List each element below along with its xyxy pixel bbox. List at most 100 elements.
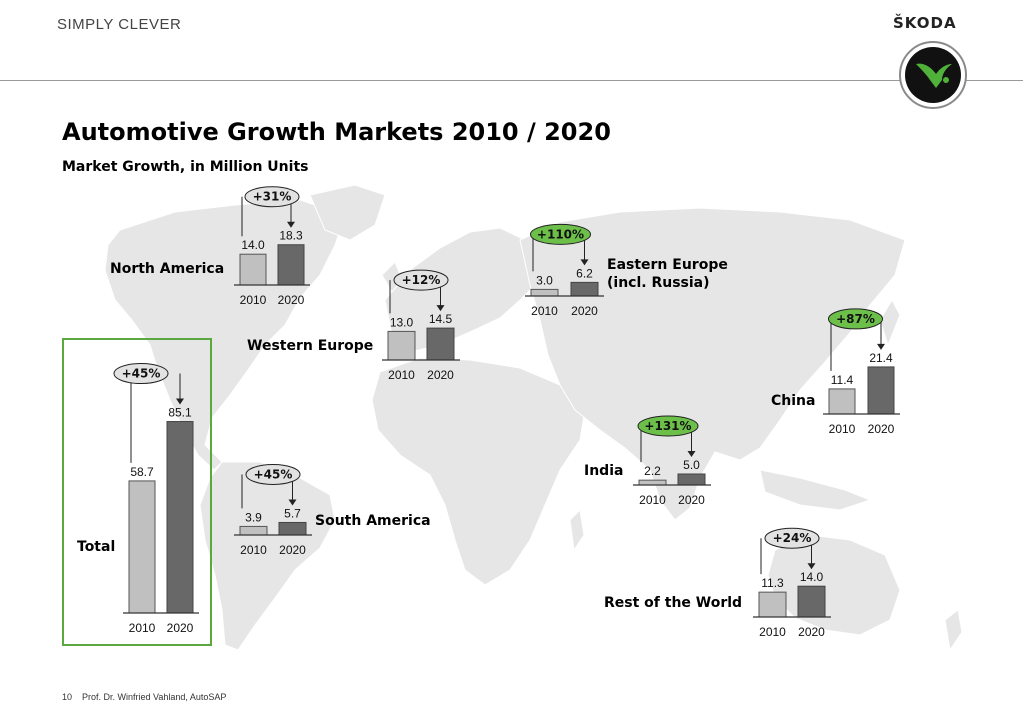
label-south-america-text: South America [315,513,431,529]
header-divider [0,80,1023,81]
growth-label-india: +131% [644,419,691,433]
growth-label-north-america: +31% [253,190,292,204]
chart-south-america: 3.9 5.7 2010 2020 +45% [234,463,312,557]
category-north-america-2020: 2020 [278,293,305,307]
footer: 10 Prof. Dr. Winfried Vahland, AutoSAP [62,692,236,702]
label-india-text: India [584,463,624,479]
chart-eastern-europe: 3.0 6.2 2010 2020 +110% [525,223,604,318]
value-india-2020: 5.0 [683,458,700,472]
growth-bubble-china [828,308,883,330]
chart-china: 11.4 21.4 2010 2020 +87% [823,308,900,436]
growth-bubble-western-europe [393,269,449,291]
bar-china-2020 [867,366,895,415]
arrow-total [176,398,184,405]
chart-north-america: 14.0 18.3 2010 2020 +31% [234,186,310,307]
label-eastern-europe: Eastern Europe (incl. Russia) [607,256,728,292]
bar-rest-of-world-2010 [758,591,787,618]
bar-china-2010 [828,388,856,415]
bar-total-2020 [166,421,194,614]
footer-source: Prof. Dr. Winfried Vahland, AutoSAP [82,692,227,702]
growth-label-rest-of-world: +24% [773,531,812,545]
category-rest-of-world-2010: 2010 [759,625,786,639]
value-rest-of-world-2010: 11.3 [761,576,784,590]
category-china-2020: 2020 [868,422,895,436]
value-total-2020: 85.1 [168,406,192,420]
page-subtitle: Market Growth, in Million Units [62,159,309,175]
southeast-asia-islands [759,469,872,511]
growth-bubble-south-america [245,463,301,485]
bar-eastern-europe-2020 [570,281,599,297]
category-western-europe-2020: 2020 [427,368,454,382]
label-western-europe-text: Western Europe [247,338,374,354]
growth-bubble-rest-of-world [764,527,820,549]
chart-western-europe: 13.0 14.5 2010 2020 +12% [382,269,460,382]
total-highlight-box [62,338,212,646]
value-north-america-2010: 14.0 [241,238,265,252]
value-eastern-europe-2020: 6.2 [576,266,593,280]
category-eastern-europe-2020: 2020 [571,304,598,318]
arrow-western-europe [436,305,445,312]
arrow-north-america [287,221,295,228]
value-china-2010: 11.4 [831,373,854,387]
chart-rest-of-world: 11.3 14.0 2010 2020 +24% [753,527,831,639]
value-eastern-europe-2010: 3.0 [536,273,553,287]
slogan: SIMPLY CLEVER [57,16,182,33]
madagascar-landmass [569,508,585,552]
asia-landmass [519,207,906,521]
category-western-europe-2010: 2010 [388,368,415,382]
growth-label-china: +87% [836,312,875,326]
arrow-eastern-europe [580,259,589,266]
bar-eastern-europe-2010 [530,288,559,297]
category-rest-of-world-2020: 2020 [798,625,825,639]
category-south-america-2020: 2020 [279,543,306,557]
label-total: Total [77,538,115,556]
label-south-america: South America [315,512,431,530]
bar-north-america-2010 [239,253,267,286]
page-number: 10 [62,692,73,702]
arrow-south-america [288,499,297,506]
bar-india-2020 [677,473,706,486]
category-total-2010: 2010 [129,621,156,635]
label-north-america-text: North America [110,261,225,277]
value-india-2010: 2.2 [644,464,661,478]
label-india: India [584,462,623,480]
growth-bubble-total [113,363,169,385]
south-america-landmass [199,461,336,651]
label-eastern-europe-line1: Eastern Europe [607,257,728,273]
category-total-2020: 2020 [167,621,194,635]
greenland-landmass [309,184,386,241]
brand-wordmark: ŠKODA [893,14,957,32]
page-title: Automotive Growth Markets 2010 / 2020 [62,118,611,146]
arrow-rest-of-world [807,563,816,570]
value-south-america-2010: 3.9 [245,510,262,524]
label-rest-of-world: Rest of the World [604,594,742,612]
category-china-2010: 2010 [829,422,856,436]
skoda-logo-icon [899,41,967,109]
chart-total: 58.7 85.1 2010 2020 +45% [113,363,199,635]
bar-western-europe-2020 [426,327,455,361]
growth-label-eastern-europe: +110% [537,227,584,241]
bar-south-america-2010 [239,525,268,536]
category-north-america-2010: 2010 [240,293,267,307]
japan-landmass [879,298,901,347]
bar-rest-of-world-2020 [797,585,826,618]
label-rest-of-world-text: Rest of the World [604,595,743,611]
bar-western-europe-2010 [387,330,416,361]
category-south-america-2010: 2010 [240,543,267,557]
value-north-america-2020: 18.3 [279,229,303,243]
growth-label-western-europe: +12% [402,273,441,287]
bar-total-2010 [128,480,156,614]
bar-north-america-2020 [277,244,305,286]
label-eastern-europe-line2: (incl. Russia) [607,275,710,291]
label-total-text: Total [77,539,116,555]
africa-landmass [371,357,586,586]
value-rest-of-world-2020: 14.0 [800,570,824,584]
value-china-2020: 21.4 [869,351,893,365]
label-north-america: North America [110,260,224,278]
category-india-2010: 2010 [639,493,666,507]
chart-india: 2.2 5.0 2010 2020 +131% [633,415,711,507]
category-eastern-europe-2010: 2010 [531,304,558,318]
growth-label-total: +45% [122,367,161,381]
growth-bubble-north-america [244,186,300,208]
label-china: China [771,392,815,410]
